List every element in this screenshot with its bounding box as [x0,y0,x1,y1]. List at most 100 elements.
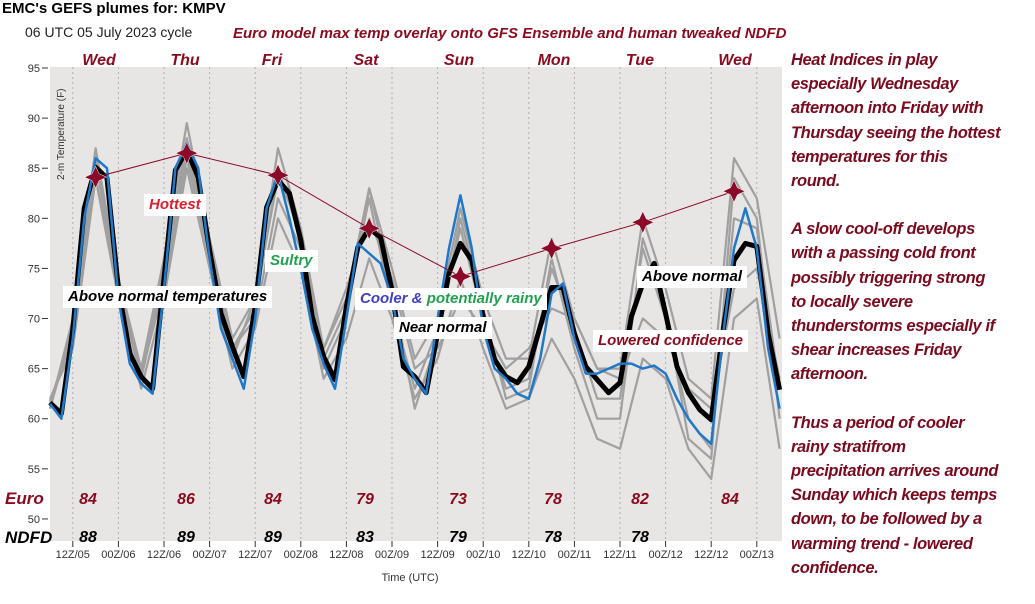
euro-max-marker [266,163,290,187]
x-tick-label: 00Z/07 [192,549,226,561]
discussion-paragraph: Thus a period of cooler rainy stratifrom p… [791,411,1035,580]
discussion-line: especially Wednesday [791,75,958,94]
discussion-line: A slow cool-off develops [791,220,975,239]
discussion-paragraph: A slow cool-off develops with a passing c… [791,217,1035,386]
discussion-line: Heat Indices in play [791,51,938,69]
euro-max-marker [540,236,564,260]
day-label: Fri [261,52,283,69]
euro-max-marker [357,216,381,240]
discussion-line: rainy stratifrom [791,437,906,456]
ensemble-member-line [48,167,781,480]
euro-max-value: 82 [631,491,649,508]
euro-max-value: 86 [177,491,195,508]
x-tick-label: 00Z/06 [101,549,135,561]
euro-max-value: 84 [264,491,282,508]
x-tick-label: 00Z/11 [558,549,591,561]
ndfd-max-value: 88 [79,529,97,546]
discussion-line: round. [791,172,840,191]
annotation-near-normal: Near normal [394,317,492,339]
discussion-line: precipitation arrives around [791,462,999,481]
y-tick-label: 50 [28,514,40,526]
y-tick-label: 95 [28,63,40,75]
y-tick-label: 55 [28,464,40,476]
euro-max-value: 79 [356,491,374,508]
x-tick-label: 00Z/09 [375,549,409,561]
x-tick-label: 12Z/06 [147,549,181,561]
annotation-hottest: Hottest [144,194,206,216]
y-tick-label: 75 [28,263,40,275]
euro-max-marker [448,264,472,289]
annotation-above-normal-temperatures: Above normal temperatures [63,286,273,308]
discussion-line: down, to be followed by a [791,510,982,529]
discussion-paragraph: Heat Indices in play especially Wednesday… [791,48,1035,193]
annotation-above-normal: Above normal [637,266,748,288]
y-tick-label: 65 [28,364,40,376]
discussion-line: shear increases Friday [791,341,962,360]
x-tick-label: 00Z/12 [648,549,682,561]
euro-row-label: Euro [5,489,44,508]
x-axis: 12Z/05 00Z/06 12Z/06 00Z/07 12Z/07 00Z/08 12Z/… [56,541,774,561]
discussion-line: afternoon. [791,365,868,384]
y-tick-label: 70 [28,314,40,326]
ndfd-max-value: 79 [449,529,467,546]
annotation-lowered-confidence: Lowered confidence [593,330,749,352]
x-tick-label: 00Z/13 [740,549,774,561]
forecast-discussion: Heat Indices in play especially Wednesday… [791,48,1035,604]
annotation-sultry: Sultry [265,250,318,272]
ndfd-max-value: 83 [356,529,374,546]
day-label: Tue [625,52,655,69]
ndfd-max-value: 78 [544,529,562,546]
euro-max-value: 84 [721,491,739,508]
discussion-line: thunderstorms especially if [791,317,995,336]
day-label: Wed [82,52,116,69]
euro-trend-line [95,152,735,277]
annotation-cooler-rainy: Cooler & potentially rainy [355,288,547,310]
euro-max-marker [84,165,108,189]
x-tick-label: 12Z/11 [603,549,636,561]
day-label: Thu [170,52,200,69]
discussion-line: Thursday seeing the hottest [791,123,1001,142]
discussion-line: afternoon into Friday with [791,99,984,118]
x-tick-label: 00Z/08 [284,549,318,561]
x-tick-label: 12Z/08 [329,549,363,561]
annotation-potentially-rainy: potentially rainy [426,290,542,307]
x-tick-label: 12Z/10 [512,549,546,561]
x-tick-label: 12Z/05 [56,549,90,561]
euro-overlay [84,141,746,289]
discussion-line: confidence. [791,558,879,577]
discussion-line: possibly triggering strong [791,268,986,287]
discussion-line: Thus a period of cooler [791,413,965,432]
y-tick-label: 90 [28,113,40,125]
y-tick-label: 85 [28,163,40,175]
x-axis-label: Time (UTC) [381,572,438,584]
discussion-line: warming trend - lowered [791,534,973,553]
day-label: Mon [537,52,571,69]
discussion-line: to locally severe [791,292,913,311]
y-axis-label: 2-m Temperature (F) [56,88,67,180]
ndfd-row-label: NDFD [5,528,53,547]
x-tick-label: 12Z/07 [238,549,272,561]
discussion-line: temperatures for this [791,147,948,166]
euro-max-value: 78 [544,491,562,508]
ndfd-max-value: 78 [631,529,649,546]
discussion-line: Sunday which keeps temps [791,486,997,505]
euro-max-value: 84 [79,491,97,508]
chart-title: EMC's GEFS plumes for: KMPV [2,0,226,17]
day-label: Wed [718,52,752,69]
x-tick-label: 00Z/10 [466,549,500,561]
discussion-line: with a passing cold front [791,244,976,263]
euro-max-marker [175,141,199,165]
annotation-cooler: Cooler & [360,290,423,307]
euro-max-marker [722,179,746,203]
cycle-subtitle: 06 UTC 05 July 2023 cycle [25,24,193,40]
y-tick-label: 60 [28,414,40,426]
euro-max-value: 73 [449,491,467,508]
y-axis: 50 55 60 65 70 75 80 85 90 95 [28,63,48,526]
day-label: Sun [443,52,475,69]
y-tick-label: 80 [28,213,40,225]
x-tick-label: 12Z/12 [694,549,728,561]
overlay-heading: Euro model max temp overlay onto GFS Ens… [233,25,787,42]
day-label: Sat [353,52,379,69]
ndfd-max-value: 89 [264,529,282,546]
euro-max-marker [631,210,655,234]
